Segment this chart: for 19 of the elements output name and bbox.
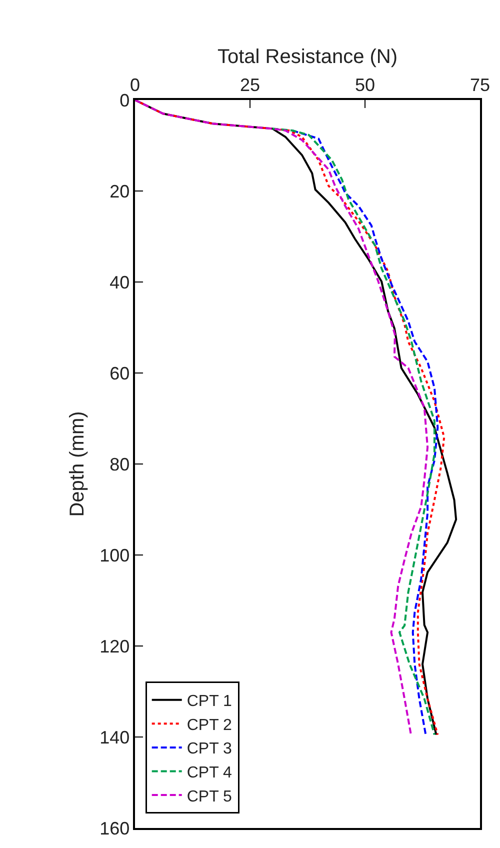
legend-label: CPT 4 (186, 764, 232, 782)
legend-label: CPT 1 (186, 693, 232, 710)
x-tick-label: 25 (240, 75, 260, 96)
legend-label: CPT 5 (186, 788, 232, 806)
y-tick-label: 0 (120, 90, 130, 110)
y-tick-label: 40 (110, 272, 130, 292)
legend-label: CPT 3 (186, 740, 232, 758)
x-axis-title: Total Resistance (N) (217, 46, 398, 68)
y-tick-label: 160 (100, 818, 130, 838)
x-tick-label: 50 (354, 75, 376, 96)
y-tick-label: 100 (100, 545, 130, 566)
y-tick-label: 140 (100, 727, 130, 748)
y-tick-label: 120 (100, 636, 130, 656)
y-axis-title: Depth (mm) (66, 411, 89, 517)
y-tick-label: 60 (110, 363, 130, 384)
y-tick-label: 20 (110, 181, 130, 202)
y-tick-label: 80 (110, 454, 130, 474)
legend-label: CPT 2 (186, 716, 232, 734)
x-tick-label: 75 (470, 75, 490, 96)
